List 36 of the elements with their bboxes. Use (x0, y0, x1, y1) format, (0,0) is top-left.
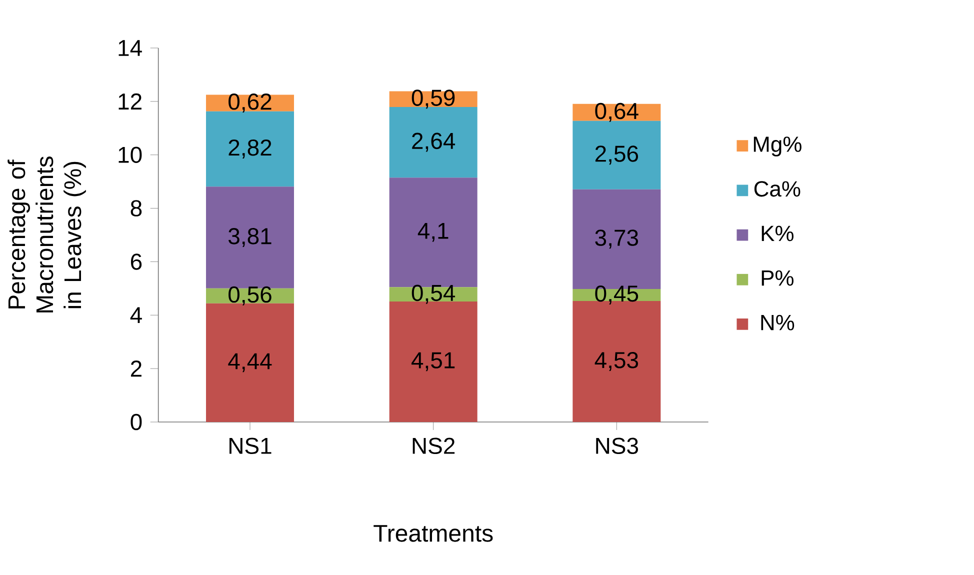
data-label: 4,1 (418, 222, 448, 242)
x-tick-label: NS2 (412, 438, 455, 454)
y-tick-label: 0 (130, 414, 142, 430)
y-tick-label: 4 (130, 307, 142, 324)
data-label: 2,56 (595, 146, 638, 165)
y-tick-label: 2 (130, 360, 142, 377)
y-tick-label: 10 (118, 146, 142, 163)
legend-label: P% (762, 270, 794, 286)
y-tick-label: 8 (130, 200, 142, 216)
data-label: 0,56 (228, 286, 272, 306)
data-label: 0,59 (412, 90, 455, 109)
data-label: 4,51 (411, 352, 455, 372)
y-axis-title: Percentage of Macronutrients in Leaves (%) (8, 156, 86, 312)
bar (389, 107, 478, 178)
bar (206, 111, 294, 187)
data-label: 3,81 (228, 228, 272, 248)
data-label: 3,73 (595, 230, 638, 249)
x-axis-title: Treatments (374, 525, 493, 542)
x-tick-label: NS1 (230, 438, 272, 454)
legend-label: Mg% (754, 136, 802, 156)
y-tick-label: 12 (118, 93, 142, 110)
data-label: 0,54 (412, 284, 456, 304)
data-label: 4,44 (228, 353, 272, 372)
bar (572, 120, 661, 190)
data-label: 0,64 (595, 102, 638, 122)
data-label: 4,53 (594, 352, 638, 371)
data-label: 2,82 (228, 139, 272, 158)
legend-label: N% (761, 314, 794, 330)
y-tick-label: 14 (118, 40, 142, 56)
data-label: 0,62 (228, 94, 272, 113)
legend-label: Ca% (754, 181, 800, 197)
data-label: 0,45 (595, 285, 638, 304)
legend-label: K% (762, 226, 794, 242)
data-label: 2,64 (412, 132, 456, 152)
x-tick-label: NS3 (596, 438, 638, 454)
y-tick-label: 6 (130, 254, 142, 270)
